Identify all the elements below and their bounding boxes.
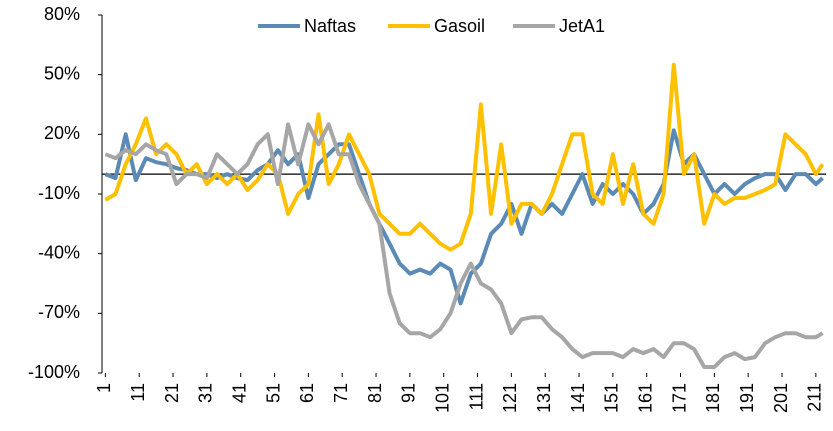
series-line <box>104 122 824 369</box>
x-tick-label: 171 <box>669 383 689 413</box>
x-tick-label: 21 <box>162 383 182 403</box>
x-tick-label: 201 <box>771 383 791 413</box>
legend-label: Gasoil <box>434 16 485 36</box>
x-tick-label: 61 <box>297 383 317 403</box>
y-tick-label: -100% <box>28 362 80 382</box>
x-tick-label: 121 <box>500 383 520 413</box>
x-tick-label: 131 <box>534 383 554 413</box>
x-tick-label: 31 <box>196 383 216 403</box>
x-tick-label: 91 <box>399 383 419 403</box>
x-tick-label: 81 <box>365 383 385 403</box>
x-tick-label: 141 <box>568 383 588 413</box>
y-tick-label: 80% <box>44 4 80 24</box>
y-tick-label: -10% <box>38 183 80 203</box>
x-tick-label: 71 <box>331 383 351 403</box>
x-tick-label: 181 <box>703 383 723 413</box>
y-tick-label: -70% <box>38 302 80 322</box>
legend-label: Naftas <box>304 16 356 36</box>
x-tick-label: 101 <box>432 383 452 413</box>
legend-label: JetA1 <box>559 16 605 36</box>
x-tick-label: 151 <box>602 383 622 413</box>
x-tick-label: 41 <box>229 383 249 403</box>
series-line <box>104 128 824 306</box>
y-tick-label: -40% <box>38 242 80 262</box>
x-tick-label: 11 <box>128 383 148 402</box>
x-tick-label: 211 <box>805 383 825 412</box>
x-tick-label: 1 <box>94 383 114 393</box>
x-tick-label: 161 <box>635 383 655 413</box>
x-tick-label: 191 <box>737 383 757 413</box>
x-tick-label: 111 <box>466 383 486 410</box>
series-line <box>104 62 825 252</box>
y-tick-label: 20% <box>44 123 80 143</box>
x-tick-label: 51 <box>263 383 283 403</box>
y-tick-label: 50% <box>44 63 80 83</box>
